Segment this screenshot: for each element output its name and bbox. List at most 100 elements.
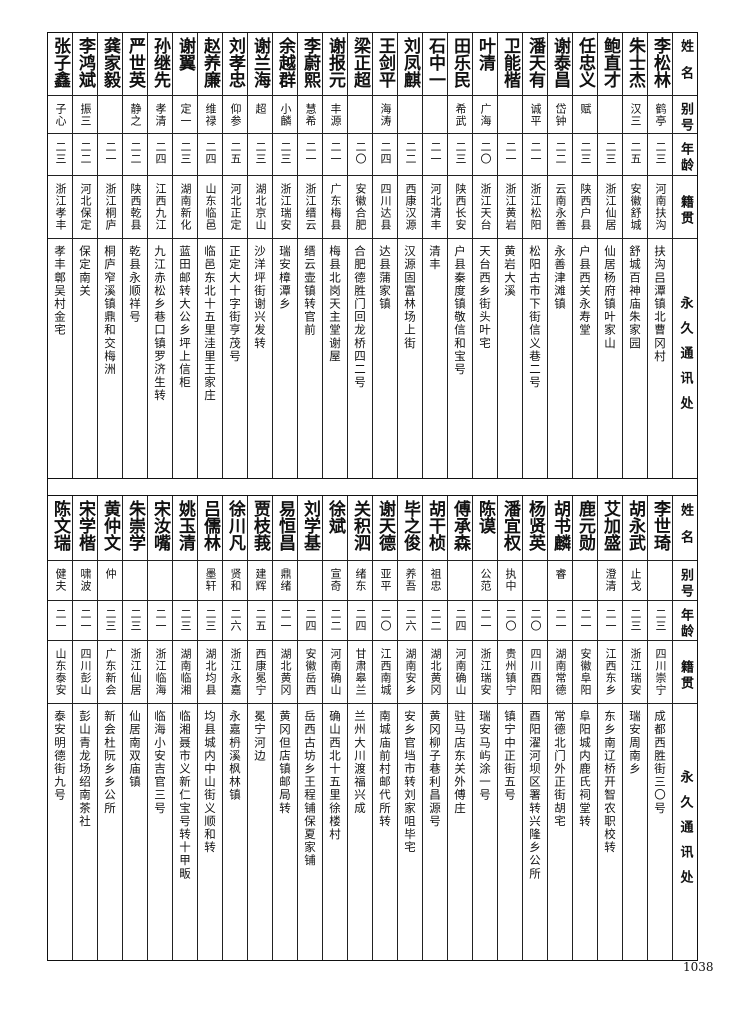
cell-name: 刘学基: [298, 496, 322, 561]
person-native: 贵州镇宁: [504, 648, 517, 696]
cell-native: 湖北均县: [198, 641, 222, 704]
person-native: 湖北黄冈: [279, 648, 292, 696]
cell-native: 安徽阜阳: [573, 641, 597, 704]
person-alias: 仰参: [229, 103, 242, 127]
person-name: 潘天有: [525, 37, 545, 88]
person-column: 潘宜权执中二〇贵州镇宁镇宁中正街五号: [497, 496, 522, 960]
person-age: 二三: [279, 141, 292, 165]
cell-name: 李松林: [648, 33, 672, 96]
person-name: 朱崇学: [125, 500, 145, 551]
cell-name: 朱崇学: [123, 496, 147, 561]
person-name: 黄仲文: [100, 500, 120, 551]
cell-address: 确山西北十五里徐楼村: [323, 704, 347, 960]
person-name: 潘宜权: [500, 500, 520, 551]
cell-address: 酉阳濯河坝区署转兴隆乡公所: [523, 704, 547, 960]
cell-age: 二三: [573, 134, 597, 176]
cell-age: 二三: [173, 134, 197, 176]
header-native: 籍贯: [678, 194, 693, 227]
person-native: 云南永善: [554, 183, 567, 231]
cell-native: 云南永善: [548, 176, 572, 239]
person-address: 黄冈柳子巷利昌源号: [428, 710, 442, 828]
person-address: 阜阳城内鹿氏祠堂转: [578, 710, 592, 828]
cell-address: 黄岩大溪: [498, 239, 522, 478]
cell-address: 临海小安吉官三号: [148, 704, 172, 960]
person-column: 刘学基 二四 安徽岳西 岳西古坊乡王程铺保夏家铺: [297, 496, 322, 960]
person-address: 南城庙前村邮代所转: [378, 710, 392, 828]
cell-alias: 鹤亭: [648, 96, 672, 134]
person-column: 谢天德 亚平 二〇 江西南城 南城庙前村邮代所转: [372, 496, 397, 960]
cell-alias: 维禄: [198, 96, 222, 134]
person-name: 孙继先: [150, 37, 170, 88]
cell-native: 浙江瑞安: [273, 176, 297, 239]
person-name: 胡书麟: [550, 500, 570, 551]
cell-age: 二一: [148, 601, 172, 641]
cell-name: 宋汝嘴: [148, 496, 172, 561]
person-name: 胡永武: [625, 500, 645, 551]
cell-age: 二三: [123, 601, 147, 641]
cell-alias: [448, 561, 472, 601]
cell-alias: 慧希: [298, 96, 322, 134]
person-native: 河南确山: [454, 648, 467, 696]
cell-alias: [123, 561, 147, 601]
header-age: 年龄: [678, 142, 693, 174]
cell-age: 二二: [73, 134, 97, 176]
cell-age: 二四: [148, 134, 172, 176]
person-age: 二六: [404, 608, 417, 632]
person-native: 浙江天台: [479, 183, 492, 231]
cell-native: 甘肃皋兰: [348, 641, 372, 704]
cell-native: 安徽舒城: [623, 176, 647, 239]
person-native: 西康冕宁: [254, 648, 267, 696]
cell-alias: [523, 561, 547, 601]
cell-native: 陕西长安: [448, 176, 472, 239]
cell-age: 二一: [573, 601, 597, 641]
person-address: 镇宁中正街五号: [503, 710, 517, 802]
cell-native: 浙江天台: [473, 176, 497, 239]
person-age: 二〇: [379, 608, 392, 632]
person-address: 瑞安樟潭乡: [278, 245, 292, 311]
person-age: 二二: [429, 608, 442, 632]
cell-address: 安乡官垱市转刘家咀毕宅: [398, 704, 422, 960]
person-column: 田乐民 希武 二三 陕西长安 户县秦度镇敬信和宝号: [447, 33, 472, 478]
person-native: 湖北京山: [254, 183, 267, 231]
cell-age: 二一: [73, 601, 97, 641]
person-name: 宋学楷: [75, 500, 95, 551]
person-native: 陕西长安: [454, 183, 467, 231]
cell-address: 汉源固富林场上街: [398, 239, 422, 478]
cell-age: 二四: [373, 134, 397, 176]
person-alias: 公范: [479, 568, 492, 592]
cell-age: 二三: [648, 134, 672, 176]
person-address: 蓝田邮转大公乡坪上信柜: [178, 245, 192, 390]
cell-age: 二三: [273, 134, 297, 176]
person-column: 张子鑫 子心 二三 浙江孝丰 孝丰鄣吴村金宅: [48, 33, 72, 478]
cell-alias: [498, 96, 522, 134]
cell-alias: 定一: [173, 96, 197, 134]
header-native: 籍贯: [678, 659, 693, 692]
cell-alias: 小麟: [273, 96, 297, 134]
cell-address: 九江赤松乡巷口镇罗济生转: [148, 239, 172, 478]
person-address: 永善津滩镇: [553, 245, 567, 311]
person-age: 二四: [454, 608, 467, 632]
person-address: 临湘聂市义新仁宝号转十甲畈: [178, 710, 192, 881]
person-name: 严世英: [125, 37, 145, 88]
person-age: 二〇: [529, 608, 542, 632]
cell-address: 镇宁中正街五号: [498, 704, 522, 960]
cell-age: 二三: [98, 601, 122, 641]
person-name: 陈文瑞: [50, 500, 70, 551]
cell-native: 河北正定: [223, 176, 247, 239]
person-name: 李世琦: [650, 500, 670, 551]
cell-address: 新会杜阮乡乡公所: [98, 704, 122, 960]
person-native: 安徽岳西: [304, 648, 317, 696]
person-column: 杨贤英 二〇 四川酉阳 酉阳濯河坝区署转兴隆乡公所: [522, 496, 547, 960]
cell-name: 黄仲文: [98, 496, 122, 561]
person-column: 李世琦 二三 四川崇宁 成都西胜街三〇号: [647, 496, 672, 960]
cell-alias: [298, 561, 322, 601]
cell-alias: 执中: [498, 561, 522, 601]
person-alias: 止戈: [629, 568, 642, 592]
person-age: 二三: [179, 608, 192, 632]
person-age: 二〇: [504, 608, 517, 632]
person-name: 卫能楷: [500, 37, 520, 88]
person-address: 永嘉枬溪枫林镇: [228, 710, 242, 802]
cell-name: 任忠义: [573, 33, 597, 96]
header-cell-name: 姓名: [673, 33, 697, 96]
cell-native: 江西东乡: [598, 641, 622, 704]
